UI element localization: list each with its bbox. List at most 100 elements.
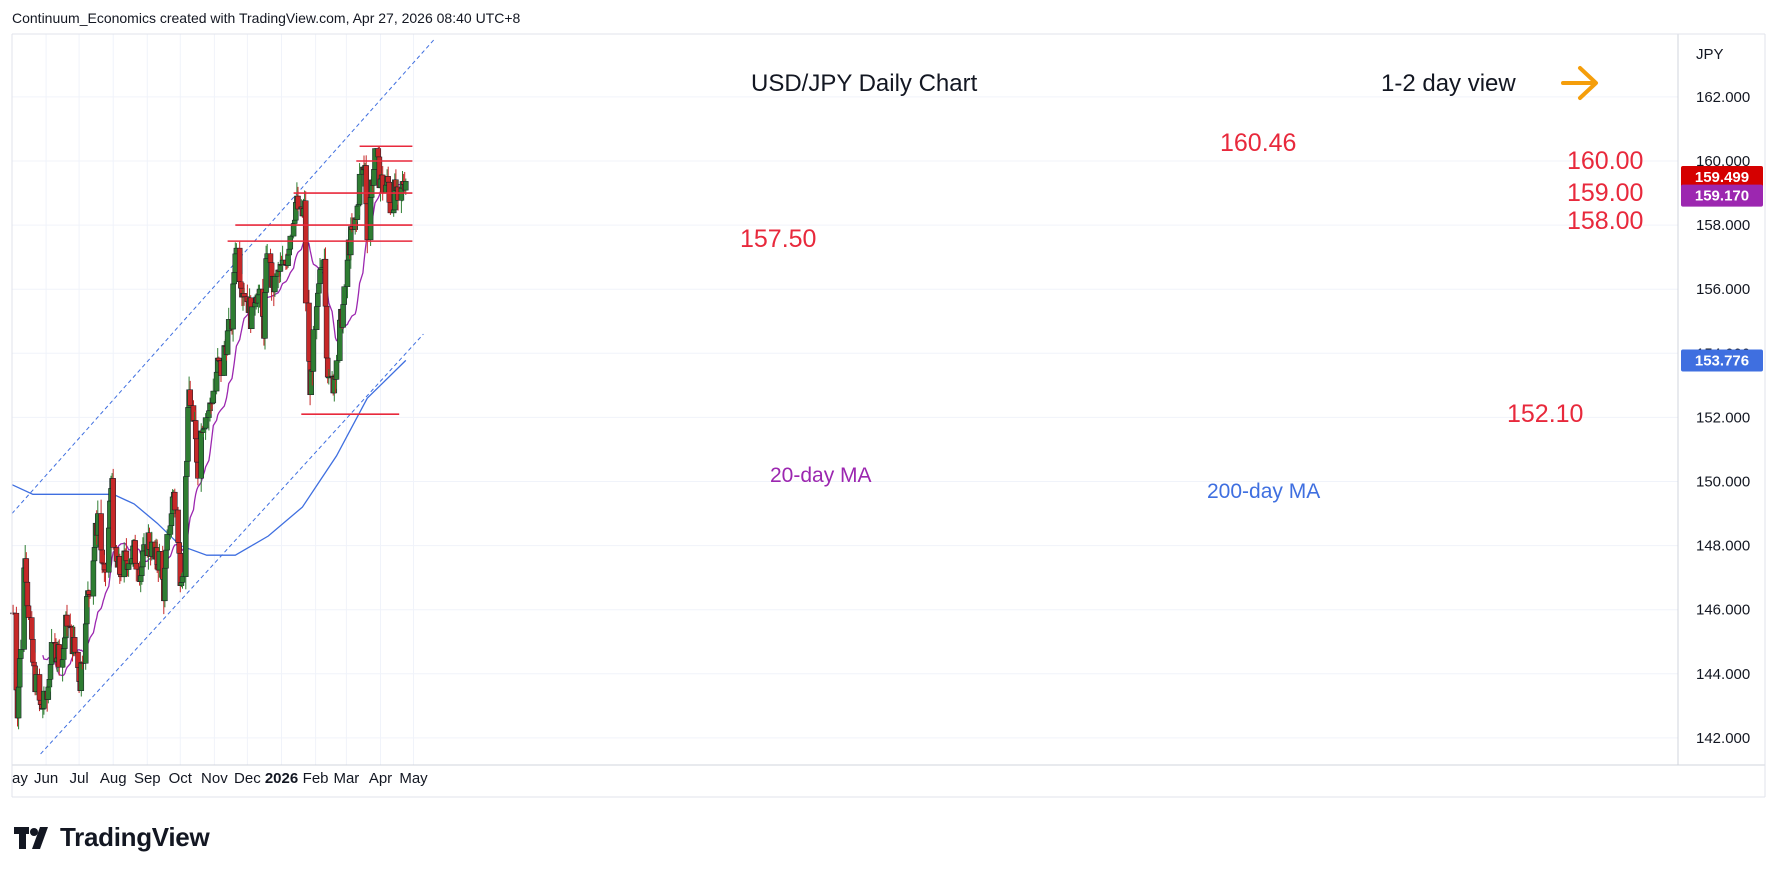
candle-body bbox=[272, 276, 278, 293]
candle-body bbox=[91, 547, 98, 562]
candle-body bbox=[164, 534, 170, 551]
x-tick-label: Sep bbox=[134, 770, 161, 787]
x-tick-label: Aug bbox=[100, 770, 127, 787]
candle-body bbox=[25, 605, 32, 618]
x-tick-label: Dec bbox=[234, 770, 261, 787]
x-tick-label: Apr bbox=[369, 770, 392, 787]
level-label-160-46: 160.46 bbox=[1220, 129, 1296, 157]
x-tick-label: ay bbox=[12, 770, 28, 787]
candle-body bbox=[183, 476, 189, 577]
candle-body bbox=[24, 581, 31, 607]
candle-body bbox=[29, 617, 35, 640]
candle-body bbox=[78, 662, 85, 691]
plot-area bbox=[10, 38, 435, 755]
ma200-price-tag: 153.776 bbox=[1681, 349, 1763, 372]
ma20-line bbox=[42, 181, 407, 677]
x-tick-label: Feb bbox=[303, 770, 329, 787]
candle-body bbox=[340, 304, 346, 328]
candle-body bbox=[132, 540, 138, 564]
candle-body bbox=[241, 293, 247, 297]
level-label-160-00: 160.00 bbox=[1567, 147, 1643, 175]
x-tick-label: Mar bbox=[333, 770, 359, 787]
candle-body bbox=[82, 623, 89, 664]
candle-body bbox=[302, 200, 309, 304]
candle-body bbox=[230, 283, 236, 330]
ma20-label: 20-day MA bbox=[770, 464, 872, 487]
x-tick-label: 2026 bbox=[265, 770, 298, 787]
candle-body bbox=[375, 148, 382, 158]
candles bbox=[10, 145, 409, 730]
candle-body bbox=[313, 306, 320, 330]
brand-name: TradingView bbox=[60, 822, 210, 852]
ma200-line bbox=[11, 359, 407, 556]
level-label-159-00: 159.00 bbox=[1567, 179, 1643, 207]
candle-body bbox=[175, 509, 181, 543]
x-axis: ay Jun Jul Aug Sep Oct Nov Dec 2026 Feb Mar Apr May bbox=[12, 770, 428, 787]
level-label-152-10: 152.10 bbox=[1507, 400, 1583, 428]
candle-body bbox=[64, 614, 70, 627]
y-tick-label: 160.000 bbox=[1696, 153, 1750, 170]
candle-body bbox=[59, 659, 66, 668]
y-tick-label: 142.000 bbox=[1696, 730, 1750, 747]
tradingview-logo-icon bbox=[14, 826, 48, 849]
candle-body bbox=[184, 460, 190, 477]
channel-upper bbox=[11, 38, 435, 514]
last-price-tag: 159.499 bbox=[1681, 166, 1763, 189]
ma200-path bbox=[11, 359, 407, 556]
y-tick-label: 144.000 bbox=[1696, 666, 1750, 683]
candle-body bbox=[341, 286, 347, 305]
ma20-value: 159.170 bbox=[1695, 188, 1749, 205]
candle-body bbox=[249, 306, 255, 329]
candle-body bbox=[238, 281, 244, 289]
level-label-158-00: 158.00 bbox=[1567, 207, 1643, 235]
attribution-text: Continuum_Economics created with Trading… bbox=[12, 10, 521, 26]
candle-body bbox=[15, 686, 22, 719]
ma200-label: 200-day MA bbox=[1207, 480, 1320, 503]
candle-body bbox=[310, 329, 317, 372]
grid bbox=[11, 34, 1678, 765]
candle-body bbox=[202, 417, 209, 429]
candle-body bbox=[286, 248, 292, 256]
channel-mid bbox=[40, 333, 424, 755]
candle-body bbox=[167, 525, 174, 535]
ma200-value: 153.776 bbox=[1695, 352, 1749, 369]
candle-body bbox=[356, 173, 363, 205]
candle-body bbox=[172, 491, 178, 511]
y-tick-label: 152.000 bbox=[1696, 409, 1750, 426]
ma20-path bbox=[42, 181, 407, 677]
candle-body bbox=[18, 649, 24, 659]
candle-body bbox=[62, 637, 68, 649]
candle-body bbox=[125, 563, 132, 570]
y-tick-label: 158.000 bbox=[1696, 217, 1750, 234]
candle-body bbox=[210, 390, 217, 404]
chart-title: USD/JPY Daily Chart bbox=[751, 70, 978, 97]
candle-body bbox=[137, 575, 144, 582]
currency-label: JPY bbox=[1696, 46, 1724, 63]
candle-body bbox=[224, 330, 231, 355]
candle-body bbox=[295, 195, 301, 210]
candle-body bbox=[23, 558, 30, 583]
candle-body bbox=[291, 219, 298, 224]
level-lines bbox=[227, 145, 413, 415]
view-label: 1-2 day view bbox=[1381, 70, 1516, 97]
candle-body bbox=[31, 661, 37, 667]
candle-body bbox=[390, 209, 397, 214]
x-tick-label: Jul bbox=[70, 770, 89, 787]
candle-body bbox=[139, 566, 145, 576]
candle-body bbox=[287, 235, 294, 250]
candle-body bbox=[267, 253, 274, 263]
candle-body bbox=[71, 637, 78, 653]
tradingview-logo[interactable]: TradingView bbox=[14, 822, 210, 853]
candle-body bbox=[16, 658, 23, 688]
candle-body bbox=[185, 407, 191, 462]
candle-body bbox=[216, 357, 222, 361]
candle-body bbox=[162, 567, 168, 602]
candle-body bbox=[179, 576, 186, 583]
y-tick-label: 148.000 bbox=[1696, 538, 1750, 555]
candle-body bbox=[262, 292, 268, 339]
candle-body bbox=[371, 169, 377, 186]
y-tick-label: 162.000 bbox=[1696, 89, 1750, 106]
candle-body bbox=[187, 389, 193, 406]
y-tick-label: 146.000 bbox=[1696, 602, 1750, 619]
